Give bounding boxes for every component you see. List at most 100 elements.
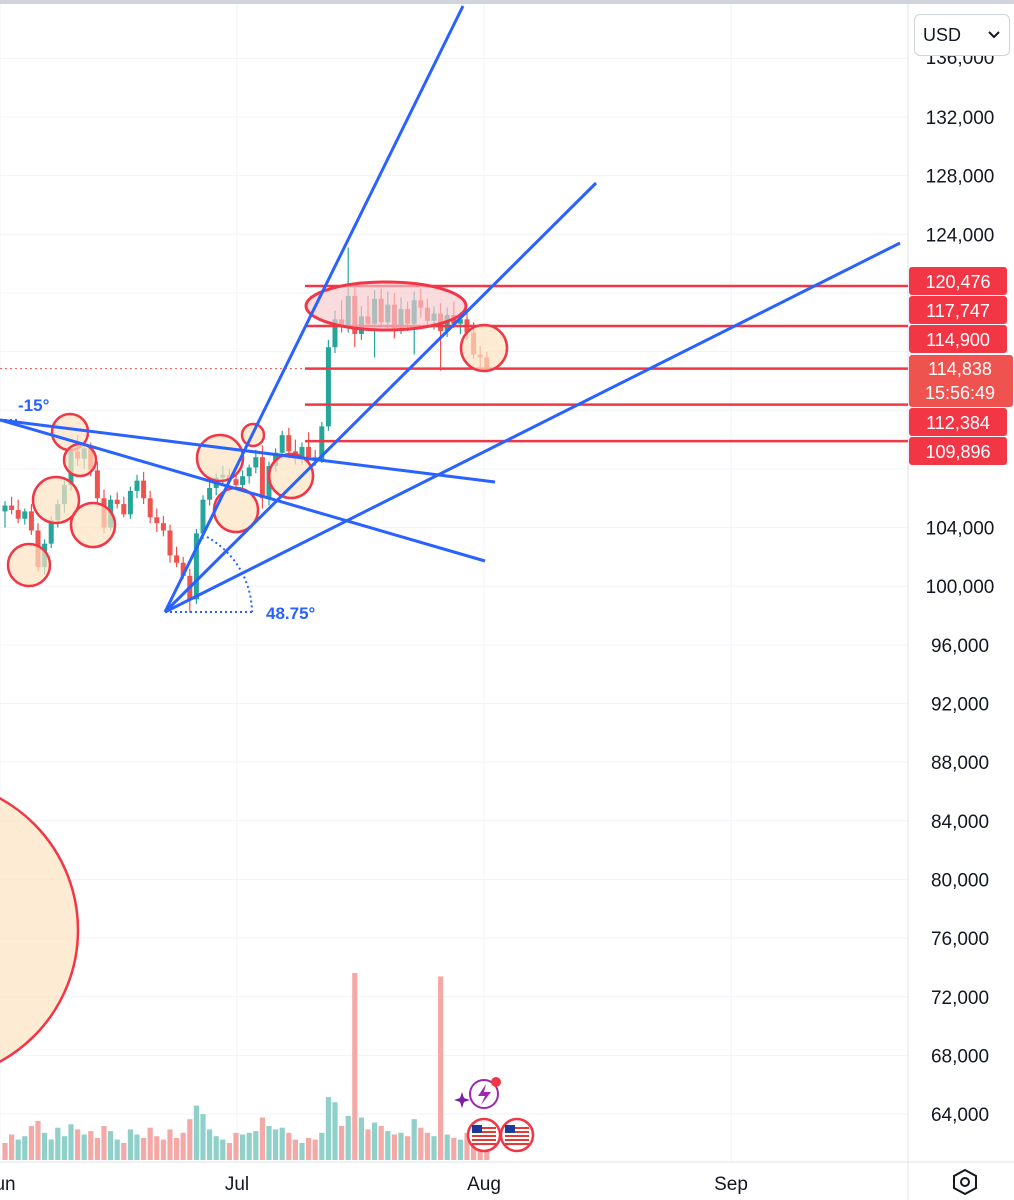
candle-body bbox=[174, 555, 180, 563]
volume-bar bbox=[15, 1139, 21, 1160]
price-axis: 132,000 128,000 124,000 104,000 100,000 96,00… bbox=[926, 48, 995, 1126]
candle-body bbox=[141, 480, 147, 499]
candle-body bbox=[114, 499, 120, 505]
volume-bar bbox=[88, 1131, 94, 1160]
volume-bar bbox=[22, 1136, 28, 1160]
flag-stripe bbox=[505, 1135, 529, 1137]
highlight-circle bbox=[69, 501, 117, 549]
price-tick-label: 96,000 bbox=[931, 636, 989, 657]
candle-body bbox=[200, 499, 206, 534]
time-tick-label: Jul bbox=[225, 1174, 249, 1195]
level-price-label: 112,384 bbox=[926, 413, 990, 433]
candle-body bbox=[332, 319, 338, 348]
volume-bar bbox=[55, 1127, 61, 1160]
level-price-label: 120,476 bbox=[925, 272, 990, 292]
volume-bar bbox=[154, 1136, 160, 1160]
notification-dot bbox=[491, 1077, 501, 1087]
trendline bbox=[163, 181, 598, 614]
candle-body bbox=[240, 476, 246, 486]
angle-label: -15° bbox=[18, 396, 50, 415]
highlight-circle bbox=[62, 442, 98, 478]
candle-body bbox=[2, 505, 8, 512]
volume-bar bbox=[253, 1131, 259, 1160]
consolidation-ellipse bbox=[304, 280, 468, 332]
highlight-circle bbox=[31, 475, 81, 525]
volume-bar bbox=[266, 1126, 272, 1160]
flag-stripe bbox=[472, 1135, 496, 1137]
volume-bar bbox=[114, 1139, 120, 1160]
volume-bar bbox=[48, 1139, 54, 1160]
volume-bar bbox=[438, 976, 444, 1160]
volume-bar bbox=[101, 1126, 107, 1160]
level-price-label: 114,900 bbox=[926, 330, 990, 350]
price-tick-label: 76,000 bbox=[931, 929, 989, 950]
price-tick-label: 104,000 bbox=[926, 519, 995, 540]
price-tick-label: 92,000 bbox=[931, 695, 989, 716]
volume-bar bbox=[312, 1139, 318, 1160]
price-tick-label: 64,000 bbox=[931, 1105, 989, 1126]
candle-body bbox=[28, 511, 34, 531]
candle-body bbox=[253, 457, 259, 468]
volume-bar bbox=[259, 1117, 265, 1160]
volume-bar bbox=[9, 1134, 15, 1160]
volume-bar bbox=[339, 1126, 345, 1160]
price-tick-label: 88,000 bbox=[931, 753, 989, 774]
settings-hexagon-icon bbox=[953, 1169, 977, 1195]
candle-body bbox=[127, 490, 133, 515]
volume-bar bbox=[240, 1134, 246, 1160]
candle-body bbox=[207, 487, 213, 500]
price-tick-label: 128,000 bbox=[926, 167, 995, 188]
volume-bar bbox=[174, 1137, 180, 1160]
volume-bar bbox=[61, 1136, 67, 1160]
price-tick-label: 124,000 bbox=[926, 225, 995, 246]
volume-bar bbox=[345, 1115, 351, 1160]
highlight-circle bbox=[267, 452, 315, 500]
currency-value: USD bbox=[923, 24, 962, 45]
candle-body bbox=[457, 319, 463, 324]
volume-bar bbox=[385, 1131, 391, 1160]
volume-bar bbox=[365, 1129, 371, 1160]
chart-settings-button[interactable] bbox=[946, 1164, 984, 1200]
candle-body bbox=[193, 533, 199, 600]
flag-stripe bbox=[505, 1139, 529, 1141]
level-price-tag bbox=[909, 296, 1007, 324]
volume-bar bbox=[141, 1137, 147, 1160]
currency-select[interactable]: USD bbox=[914, 14, 1010, 56]
volume-bar bbox=[207, 1129, 213, 1160]
candle-body bbox=[121, 504, 127, 515]
price-tick-label: 84,000 bbox=[931, 812, 989, 833]
volume-bar bbox=[352, 973, 358, 1160]
volume-bar bbox=[444, 1134, 450, 1160]
volume-bars bbox=[2, 973, 490, 1160]
volume-bar bbox=[319, 1132, 325, 1160]
volume-bar bbox=[398, 1132, 404, 1160]
sparkle-icon bbox=[454, 1092, 470, 1108]
flag-stripe bbox=[472, 1127, 496, 1129]
volume-bar bbox=[2, 1143, 8, 1160]
candle-body bbox=[48, 520, 54, 544]
highlight-circle bbox=[459, 323, 509, 373]
volume-bar bbox=[273, 1129, 279, 1160]
trendline-drawings: -15° 48.75° bbox=[0, 5, 901, 1063]
candle-body bbox=[279, 435, 285, 453]
angle-arc bbox=[206, 536, 253, 613]
candle-body bbox=[15, 509, 21, 519]
volume-bar bbox=[325, 1097, 331, 1160]
flag-canton bbox=[472, 1125, 482, 1133]
highlight-circle bbox=[195, 433, 245, 483]
level-price-tag bbox=[909, 267, 1007, 295]
candle-body bbox=[180, 562, 186, 576]
candle-body bbox=[259, 457, 265, 499]
level-price-tag bbox=[909, 408, 1007, 436]
trendline bbox=[0, 418, 486, 563]
volume-bar bbox=[213, 1136, 219, 1160]
current-price-value: 114,838 bbox=[928, 359, 992, 379]
volume-bar bbox=[42, 1132, 48, 1160]
flag-stripe bbox=[472, 1139, 496, 1141]
candle-body bbox=[246, 467, 252, 477]
volume-bar bbox=[68, 1124, 74, 1160]
volume-bar bbox=[246, 1132, 252, 1160]
trendline bbox=[163, 5, 465, 613]
flag-stripe bbox=[505, 1127, 529, 1129]
